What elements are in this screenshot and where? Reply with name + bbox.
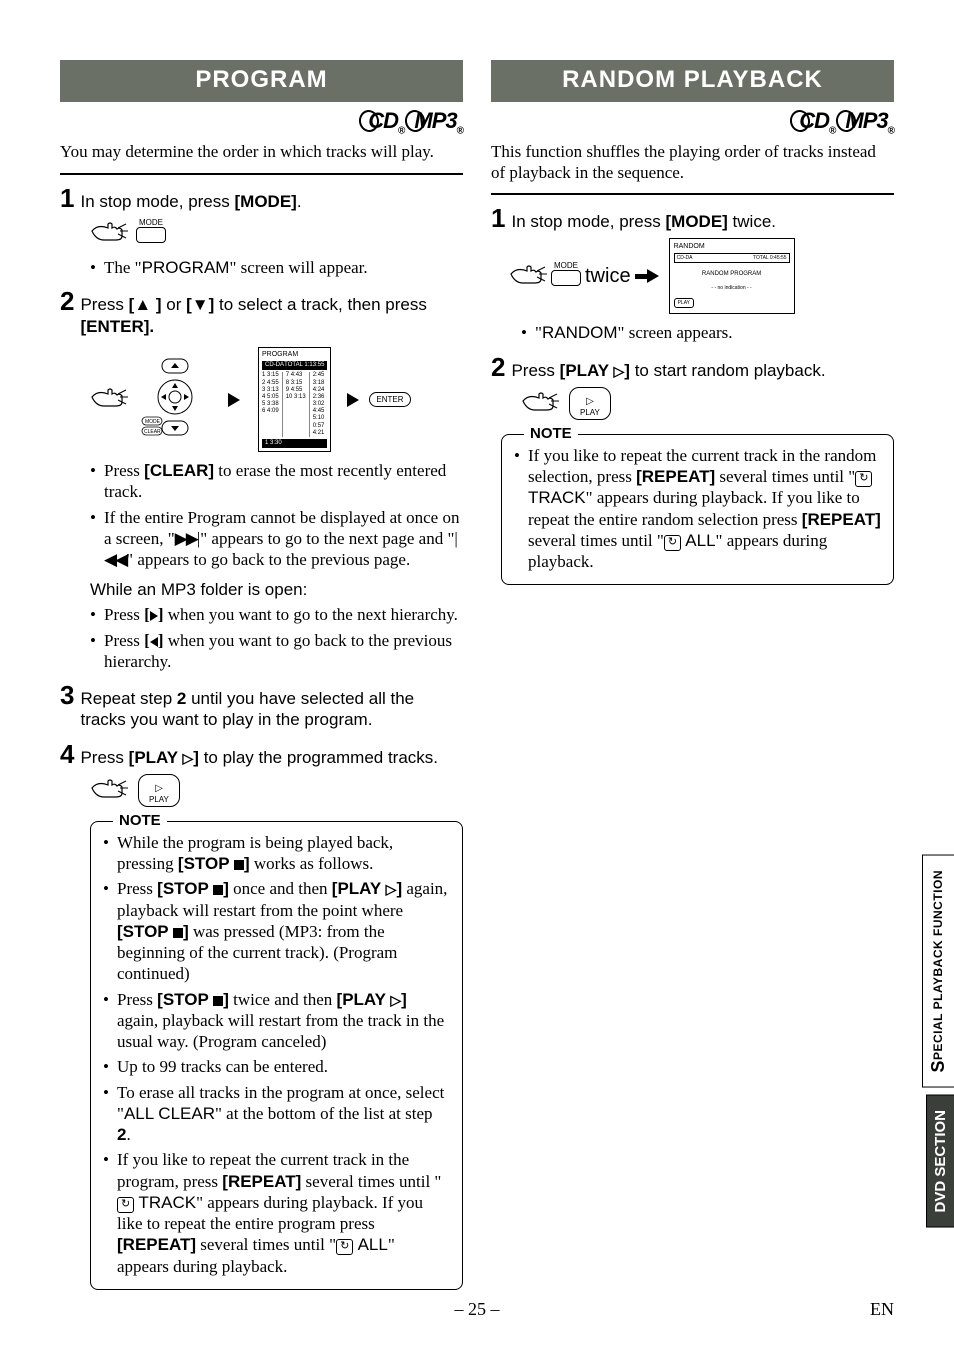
arrow-right-icon	[347, 393, 359, 407]
note-item: If you like to repeat the current track …	[514, 445, 881, 573]
format-badges-right: CD® MP3®	[491, 108, 894, 136]
hand-pointer-icon	[90, 775, 128, 806]
hierarchy-prev-note: Press [] when you want to go back to the…	[90, 630, 463, 673]
step-number: 2	[60, 288, 74, 314]
program-step-2: 2 Press [▲ ] or [▼] to select a track, t…	[60, 288, 463, 672]
arrow-right-icon	[228, 393, 240, 407]
side-tabs: SPECIAL PLAYBACK FUNCTION DVD SECTION	[922, 855, 954, 1228]
mp3-badge: MP3®	[845, 108, 894, 136]
random-note-box: NOTE If you like to repeat the current t…	[501, 434, 894, 586]
program-note-box: NOTE While the program is being played b…	[90, 821, 463, 1290]
mode-button-icon: MODE	[136, 219, 166, 248]
mp3-folder-subhead: While an MP3 folder is open:	[90, 580, 463, 600]
play-button-icon: ▷ PLAY	[138, 774, 180, 807]
random-step-2: 2 Press [PLAY ▷] to start random playbac…	[491, 354, 894, 420]
hierarchy-next-note: Press [] when you want to go to the next…	[90, 604, 463, 625]
page-nav-note: If the entire Program cannot be displaye…	[90, 507, 463, 571]
side-tab-special-playback: SPECIAL PLAYBACK FUNCTION	[922, 855, 954, 1088]
cd-badge: CD®	[799, 108, 835, 136]
enter-button-icon: ENTER	[369, 392, 410, 407]
random-screen-appears-note: "RANDOM" screen appears.	[521, 322, 894, 343]
step-number: 2	[491, 354, 505, 380]
step-number: 4	[60, 741, 74, 767]
random-header: RANDOM PLAYBACK	[491, 60, 894, 102]
note-item: Press [STOP ] once and then [PLAY ▷] aga…	[103, 878, 450, 984]
hand-pointer-icon	[521, 388, 559, 419]
clear-note: Press [CLEAR] to erase the most recently…	[90, 460, 463, 503]
program-column: PROGRAM CD® MP3® You may determine the o…	[60, 60, 463, 1290]
page-lang: EN	[870, 1299, 894, 1320]
divider	[491, 193, 894, 195]
random-step-1: 1 In stop mode, press [MODE] twice. MODE…	[491, 205, 894, 344]
hand-pointer-icon	[509, 261, 547, 292]
remote-dpad-icon: MODE CLEAR	[140, 357, 210, 442]
program-header: PROGRAM	[60, 60, 463, 102]
note-item: While the program is being played back, …	[103, 832, 450, 875]
note-item: To erase all tracks in the program at on…	[103, 1082, 450, 1146]
arrow-right-icon	[635, 269, 659, 283]
mode-button-icon: MODE	[551, 262, 581, 291]
side-tab-dvd-section: DVD SECTION	[926, 1095, 954, 1228]
program-step-4: 4 Press [PLAY ▷] to play the programmed …	[60, 741, 463, 807]
svg-text:CLEAR: CLEAR	[144, 429, 161, 435]
random-screen-preview: RANDOM CD-DA TOTAL 0:45:55 RANDOM PROGRA…	[669, 238, 795, 314]
random-intro: This function shuffles the playing order…	[491, 142, 894, 183]
format-badges-left: CD® MP3®	[60, 108, 463, 136]
divider	[60, 173, 463, 175]
svg-text:MODE: MODE	[145, 419, 161, 425]
step-number: 1	[60, 185, 74, 211]
step-number: 3	[60, 682, 74, 708]
cd-badge: CD®	[368, 108, 404, 136]
note-item: Press [STOP ] twice and then [PLAY ▷] ag…	[103, 989, 450, 1053]
play-button-icon: ▷ PLAY	[569, 387, 611, 420]
program-step-1: 1 In stop mode, press [MODE]. MODE The	[60, 185, 463, 279]
program-step-3: 3 Repeat step 2 until you have selected …	[60, 682, 463, 731]
program-screen-preview: PROGRAM CD-DA TOTAL 1:13:55 1 3:15 2 4:5…	[258, 347, 331, 452]
hand-pointer-icon	[90, 218, 128, 249]
hand-pointer-icon	[90, 384, 128, 415]
program-intro: You may determine the order in which tra…	[60, 142, 463, 162]
page-footer: – 25 – EN	[60, 1299, 894, 1320]
random-column: RANDOM PLAYBACK CD® MP3® This function s…	[491, 60, 894, 1290]
page-number: – 25 –	[455, 1299, 500, 1320]
program-screen-appears-note: The "PROGRAM" screen will appear.	[90, 257, 463, 278]
note-item: If you like to repeat the current track …	[103, 1149, 450, 1277]
mp3-badge: MP3®	[414, 108, 463, 136]
note-item: Up to 99 tracks can be entered.	[103, 1056, 450, 1077]
step-number: 1	[491, 205, 505, 231]
twice-label: twice	[585, 265, 631, 288]
